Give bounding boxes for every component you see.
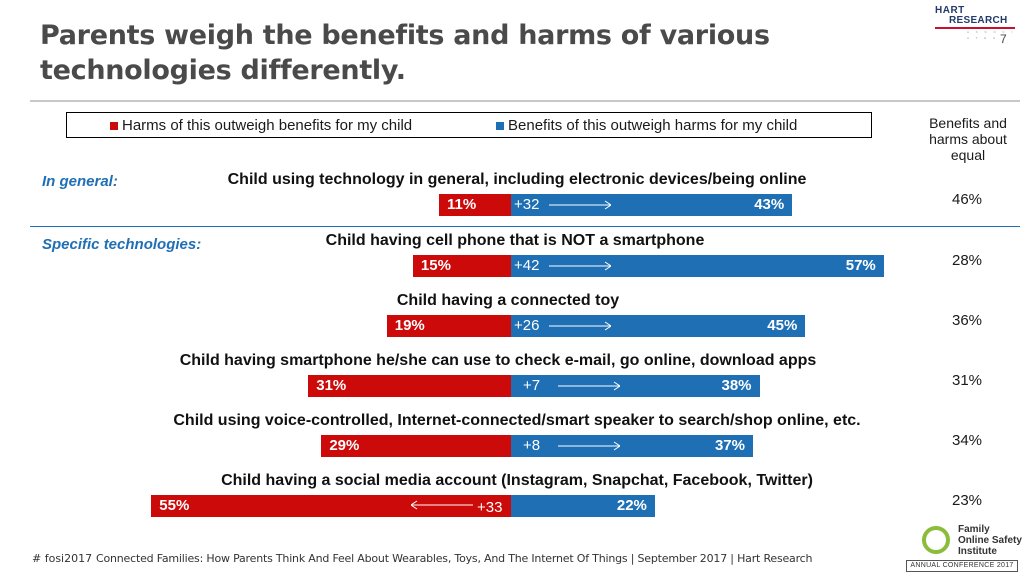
equal-value-label: 31% [952,372,983,389]
harm-bar [439,194,511,216]
chart-legend: Harms of this outweigh benefits for my c… [66,112,872,138]
difference-label: +7 [523,377,541,394]
harm-value-label: 11% [447,196,477,213]
harm-bar [412,255,511,277]
title-divider [30,100,1020,102]
harm-value-label: 29% [329,437,360,454]
fosi-line-2: Online Safety [958,535,1022,546]
logo-text-hart: HART [935,5,965,16]
legend-harm-swatch [110,122,118,130]
logo-text-associates: A S S O C I A T E S [967,30,1016,40]
harm-bar [308,375,511,397]
hart-research-logo: HART RESEARCH A S S O C I A T E S [935,6,1019,41]
benefit-value-label: 43% [754,196,785,213]
harm-value-label: 19% [394,317,425,334]
benefit-bar [511,495,655,517]
section-specific-label: Specific technologies: [42,236,202,253]
difference-label: +42 [514,257,540,274]
category-label: Child having a connected toy [396,292,620,309]
fosi-circle-icon [922,526,950,554]
harm-value-label: 31% [316,377,347,394]
fosi-line-1: Family [958,524,990,535]
difference-arrow-right [549,200,611,210]
benefit-bar [511,375,760,397]
benefit-value-label: 22% [616,497,647,514]
difference-label: +8 [523,437,541,454]
benefit-bar [511,315,806,337]
footer-hashtag: # fosi2017 [32,552,93,565]
fosi-line-3: Institute [958,546,997,557]
benefit-value-label: 38% [721,377,752,394]
page-title: Parents weigh the benefits and harms of … [40,20,770,86]
difference-arrow-right [558,441,620,451]
benefit-bar [511,255,884,277]
equal-value-label: 34% [952,432,983,449]
footer-source: Connected Families: How Parents Think An… [96,552,813,565]
difference-arrow-left [411,500,473,510]
difference-label: +32 [514,196,540,213]
legend-benefit-label: Benefits of this outweigh harms for my c… [508,117,798,134]
benefit-bar [511,435,753,457]
category-label: Child having a social media account (Ins… [221,472,813,489]
fosi-logo-text: Family Online Safety Institute [958,524,1022,557]
page-number: 7 [1000,32,1007,46]
equal-value-label: 46% [952,191,983,208]
difference-label: +26 [514,317,540,334]
legend-benefit-swatch [496,122,504,130]
legend-harm-label: Harms of this outweigh benefits for my c… [122,117,413,134]
equal-value-label: 28% [952,252,983,269]
category-label: Child having smartphone he/she can use t… [179,352,817,369]
section-divider [30,226,1020,227]
harm-value-label: 55% [159,497,190,514]
benefit-bar [511,194,793,216]
harm-bar [386,315,511,337]
harm-bar [321,435,511,457]
equal-column-header: Benefits and harms about equal [929,115,1007,163]
logo-underline [935,27,1015,29]
logo-text-research: RESEARCH [949,15,1008,26]
category-label: Child using voice-controlled, Internet-c… [173,412,861,429]
harm-bar [151,495,511,517]
category-label: Child using technology in general, inclu… [227,171,807,188]
benefit-value-label: 37% [714,437,745,454]
equal-value-label: 23% [952,492,983,509]
difference-arrow-right [549,321,611,331]
equal-value-label: 36% [952,312,983,329]
fosi-conference-label: ANNUAL CONFERENCE 2017 [906,560,1018,572]
fosi-logo: Family Online Safety Institute ANNUAL CO… [906,522,1022,572]
benefit-value-label: 45% [767,317,798,334]
section-general-label: In general: [42,173,118,190]
benefit-value-label: 57% [845,257,876,274]
difference-label: +33 [477,499,503,516]
difference-arrow-right [558,381,620,391]
category-label: Child having cell phone that is NOT a sm… [325,232,705,249]
harm-value-label: 15% [420,257,451,274]
difference-arrow-right [549,261,611,271]
